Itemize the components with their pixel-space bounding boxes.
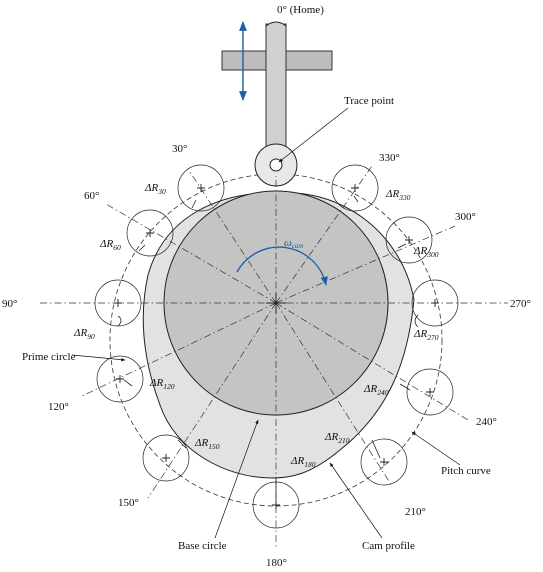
delta-label-60: ΔR60 (99, 238, 121, 252)
angle-label-60: 60° (84, 190, 99, 202)
home-label: 0° (Home) (277, 4, 324, 16)
delta-label-90: ΔR90 (73, 327, 95, 341)
bottom-angle-label: 180° (266, 557, 287, 569)
follower-stem-break (265, 21, 287, 27)
delta-label-240: ΔR240 (363, 383, 389, 397)
follower-stem (265, 23, 287, 165)
delta-label-120: ΔR120 (149, 377, 175, 391)
base-circle-label: Base circle (178, 540, 227, 552)
angle-label-330: 330° (379, 152, 400, 164)
delta-label-30: ΔR30 (144, 182, 166, 196)
pitch-curve-label: Pitch curve (441, 465, 491, 477)
prime-circle-label: Prime circle (22, 351, 76, 363)
delta-label-210: ΔR210 (324, 431, 350, 445)
angle-label-270: 270° (510, 298, 531, 310)
delta-label-330: ΔR330 (385, 188, 411, 202)
rotation-arrow-icon (236, 246, 328, 286)
delta-label-300: ΔR300 (413, 245, 439, 259)
delta-label-150: ΔR150 (194, 437, 220, 451)
angle-label-240: 240° (476, 416, 497, 428)
omega-label: ωcam (284, 237, 303, 250)
delta-brackets (117, 195, 419, 504)
delta-label-180: ΔR180 (290, 455, 316, 469)
delta-label-270: ΔR270 (413, 328, 439, 342)
angle-label-120: 120° (48, 401, 69, 413)
cam-profile-label: Cam profile (362, 540, 415, 552)
angle-label-300: 300° (455, 211, 476, 223)
roller-centers (114, 184, 439, 509)
angle-label-210: 210° (405, 506, 426, 518)
trace-point-label: Trace point (344, 95, 394, 107)
angle-label-30: 30° (172, 143, 187, 155)
angle-label-90: 90° (2, 298, 17, 310)
angle-label-150: 150° (118, 497, 139, 509)
leader-lines (71, 107, 461, 539)
